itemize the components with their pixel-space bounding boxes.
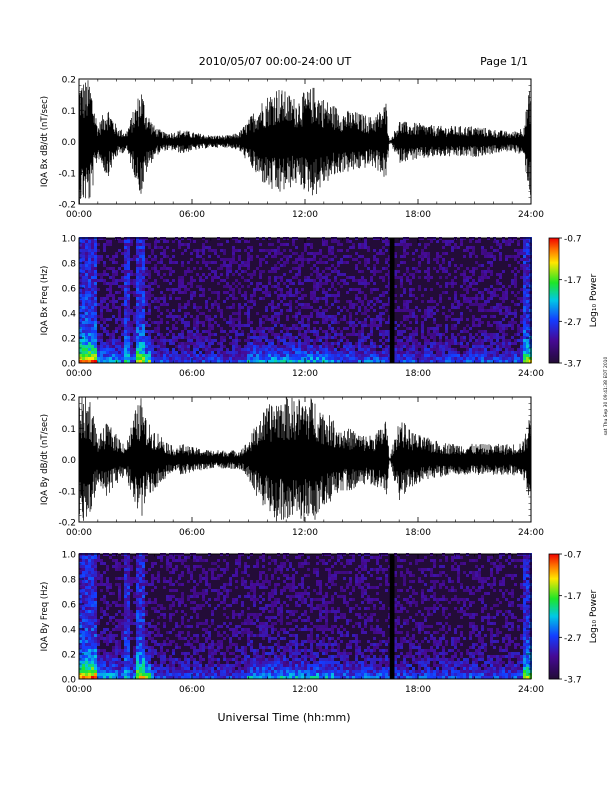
y-tick-label: 0.2 [62,76,76,86]
spectrogram-data-gap [389,554,395,679]
colorbar-tick-label: -0.7 [564,235,582,245]
x-tick-label: 24:00 [518,210,544,220]
colorbar-tick-label: -2.7 [564,318,582,328]
panels: 00:00 06:00 12:00 18:00 24:00 -0.2 -0.1 0.0 0.1 0… [40,76,599,696]
colorbar-frame [548,237,560,364]
waveform-series-by [78,397,531,522]
waveform-series-bx [78,80,531,204]
y-tick-label: 0.0 [62,360,77,370]
x-tick-label: 24:00 [518,369,544,379]
y-tick-label: 0.1 [62,107,76,117]
x-tick-label: 12:00 [292,369,318,379]
colorbar: -0.7 -1.7 -2.7 -3.7 Log₁₀ Power [548,551,599,686]
panel-2: -0.7 -1.7 -2.7 -3.7 Log₁₀ Power 00:00 06:00 12:… [40,235,599,380]
y-tick-label: 0.8 [62,260,77,270]
y-tick-label: -0.2 [58,201,76,211]
x-tick-label: 00:00 [66,528,92,538]
x-tick-label: 06:00 [179,685,205,695]
y-tick-label: 0.6 [62,285,77,295]
x-tick-label: 24:00 [518,528,544,538]
colorbar-tick-label: -1.7 [564,276,582,286]
x-tick-label: 24:00 [518,685,544,695]
colorbar-frame [548,553,560,680]
colorbar-tick-label: -3.7 [564,360,582,370]
y-tick-label: 0.6 [62,601,77,611]
side-note: sat Thu Sep 30 09:41:38 EDT 2010 [603,356,609,435]
y-tick-label: 0.8 [62,576,77,586]
x-tick-label: 18:00 [405,210,431,220]
x-tick-label: 06:00 [179,528,205,538]
y-tick-label: 1.0 [62,235,77,245]
y-tick-label: -0.2 [58,519,76,529]
y-tick-label: 0.0 [62,456,77,466]
x-tick-label: 00:00 [66,685,92,695]
y-tick-label: 0.0 [62,676,77,686]
figure-title: 2010/05/07 00:00-24:00 UT [199,55,352,68]
y-axis-label: IQA Bx dB/dt (nT/sec) [40,96,50,187]
colorbar-tick-label: -0.7 [564,551,582,561]
colorbar: -0.7 -1.7 -2.7 -3.7 Log₁₀ Power [548,235,599,370]
y-tick-label: 0.0 [62,138,77,148]
x-tick-label: 18:00 [405,685,431,695]
y-tick-label: 0.2 [62,335,76,345]
panel-3: 00:00 06:00 12:00 18:00 24:00 -0.2 -0.1 0.0 0.1 0… [40,394,544,539]
colorbar-label: Log₁₀ Power [589,274,599,328]
x-tick-label: 00:00 [66,210,92,220]
y-axis-label: IQA By Freq (Hz) [40,582,50,652]
x-tick-label: 18:00 [405,528,431,538]
y-tick-label: 0.2 [62,651,76,661]
spectrogram-cells [79,237,532,363]
spectrogram-cells [79,553,532,679]
colorbar-label: Log₁₀ Power [589,590,599,644]
x-tick-label: 12:00 [292,685,318,695]
y-tick-label: 0.4 [62,310,77,320]
page-indicator: Page 1/1 [480,55,528,68]
y-tick-label: 0.1 [62,425,76,435]
colorbar-tick-label: -1.7 [564,592,582,602]
colorbar-tick-label: -3.7 [564,676,582,686]
panel-1: 00:00 06:00 12:00 18:00 24:00 -0.2 -0.1 0.0 0.1 0… [40,76,544,221]
y-axis-label: IQA By dB/dt (nT/sec) [40,414,50,505]
x-axis-title: Universal Time (hh:mm) [218,711,351,724]
y-tick-label: -0.1 [58,169,76,179]
x-tick-label: 06:00 [179,210,205,220]
y-tick-label: 0.2 [62,394,76,404]
colorbar-tick-label: -2.7 [564,634,582,644]
y-tick-label: -0.1 [58,487,76,497]
x-tick-label: 12:00 [292,210,318,220]
spectrogram-data-gap [389,238,395,363]
y-axis-label: IQA Bx Freq (Hz) [40,266,50,336]
panel-4: -0.7 -1.7 -2.7 -3.7 Log₁₀ Power 00:00 06:00 12:… [40,551,599,696]
y-tick-label: 0.4 [62,626,77,636]
y-tick-label: 1.0 [62,551,77,561]
x-tick-label: 06:00 [179,369,205,379]
x-tick-label: 12:00 [292,528,318,538]
x-tick-label: 00:00 [66,369,92,379]
x-tick-label: 18:00 [405,369,431,379]
